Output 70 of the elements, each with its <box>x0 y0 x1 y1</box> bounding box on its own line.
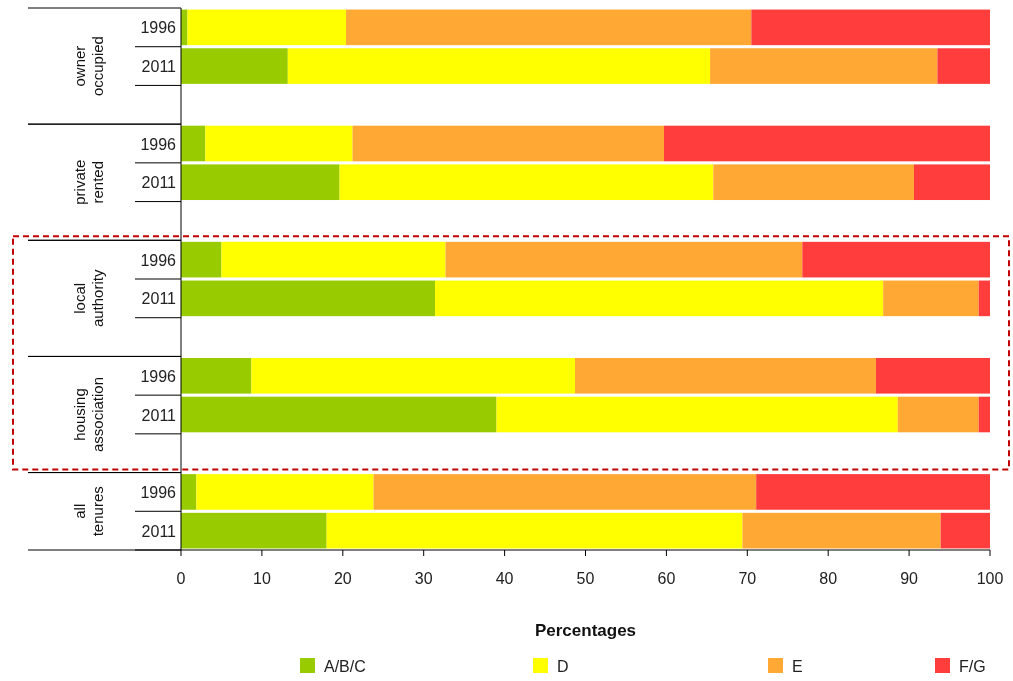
legend-label: D <box>557 658 569 675</box>
x-tick-label: 50 <box>576 570 595 587</box>
bar <box>897 396 979 433</box>
x-tick-label: 70 <box>738 570 757 587</box>
text: housing association <box>71 376 106 453</box>
bar <box>205 125 353 162</box>
y-tick-label: 1996 <box>140 483 177 501</box>
x-tick-label: 60 <box>657 570 676 587</box>
x-tick-label: 80 <box>819 570 838 587</box>
bar <box>339 164 714 201</box>
bar <box>187 9 347 46</box>
bar <box>181 512 327 549</box>
bar <box>978 396 990 433</box>
bar <box>940 512 990 549</box>
x-tick-label: 10 <box>253 570 271 587</box>
bar <box>326 512 743 549</box>
bar <box>574 357 876 394</box>
bar <box>978 280 990 317</box>
bar <box>496 396 898 433</box>
bar <box>181 125 206 162</box>
y-tick-label: 1996 <box>140 251 177 269</box>
y-tick-label: 2011 <box>141 290 177 308</box>
y-tick-label: 2011 <box>141 58 177 76</box>
y-tick-label: 1996 <box>140 135 177 153</box>
bar <box>802 241 990 278</box>
bar <box>346 9 752 46</box>
bar <box>181 357 252 394</box>
legend-label: F/G <box>959 658 986 675</box>
y-tick-label: 1996 <box>140 367 177 385</box>
bar <box>352 125 664 162</box>
bar <box>883 280 979 317</box>
x-axis-title: Percentages <box>534 621 637 640</box>
bar <box>663 125 990 162</box>
bar <box>181 280 436 317</box>
bar <box>181 474 197 510</box>
bar <box>196 474 374 510</box>
legend-label: A/B/C <box>324 658 366 675</box>
x-tick-label: 90 <box>900 570 919 587</box>
text: owner occupied <box>71 36 106 97</box>
x-tick-label: 30 <box>414 570 433 587</box>
bar <box>710 48 938 84</box>
y-tick-label: 2011 <box>141 406 177 424</box>
y-tick-label: 2011 <box>141 174 177 192</box>
bar <box>251 357 575 394</box>
text: local authority <box>71 269 106 328</box>
bar <box>287 48 711 84</box>
legend-label: E <box>792 658 803 675</box>
text: all tenures <box>71 486 106 537</box>
bar <box>445 241 803 278</box>
bar <box>756 474 990 510</box>
bar <box>221 241 446 278</box>
bar <box>373 474 757 510</box>
x-tick-label: 100 <box>976 570 1004 587</box>
bar <box>181 164 340 201</box>
bar <box>875 357 990 394</box>
bar <box>181 48 288 84</box>
bar <box>913 164 990 201</box>
bar <box>751 9 990 46</box>
bar <box>937 48 990 84</box>
bar <box>435 280 884 317</box>
x-tick-label: 20 <box>333 570 352 587</box>
bar <box>181 241 222 278</box>
text: private rented <box>71 159 106 205</box>
x-tick-label: 0 <box>176 570 186 587</box>
bar <box>181 396 497 433</box>
bar <box>742 512 941 549</box>
y-tick-label: 1996 <box>140 19 177 37</box>
bar <box>713 164 914 201</box>
y-tick-label: 2011 <box>141 522 177 540</box>
x-tick-label: 40 <box>495 570 514 587</box>
